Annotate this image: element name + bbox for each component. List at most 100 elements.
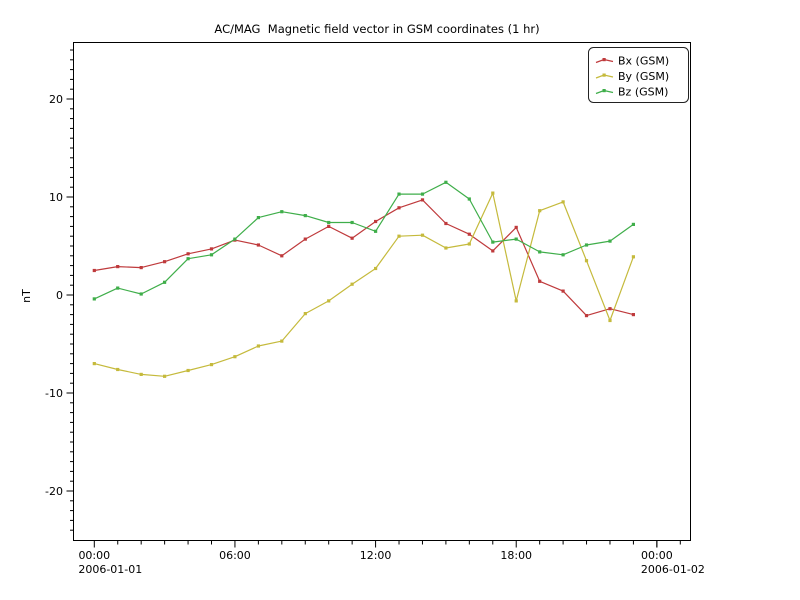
data-point-marker [116, 286, 120, 290]
legend-entry-bz: Bz (GSM) [595, 86, 668, 99]
series-line [94, 199, 634, 317]
data-point-marker [256, 216, 260, 220]
data-point-marker [420, 198, 425, 202]
data-point-marker [186, 368, 190, 373]
data-point-marker [186, 257, 190, 261]
data-point-marker [92, 362, 96, 366]
data-point-marker [116, 265, 120, 269]
data-point-marker [467, 242, 471, 246]
x-tick-label: 00:00 [641, 549, 673, 562]
data-point-marker [397, 234, 401, 238]
data-point-marker [631, 313, 635, 317]
y-tick-label: 20 [49, 93, 63, 106]
data-point-marker [303, 214, 307, 218]
data-point-marker [233, 355, 237, 359]
data-point-marker [514, 237, 518, 241]
legend-entry-by: By (GSM) [595, 70, 669, 83]
data-point-marker [584, 314, 589, 318]
data-point-marker [420, 192, 425, 196]
x-date-label: 2006-01-01 [78, 563, 142, 576]
data-point-marker [280, 339, 284, 343]
series-line [94, 192, 634, 377]
legend-label-bz: Bz (GSM) [618, 86, 668, 99]
data-point-marker [374, 266, 378, 271]
data-point-marker [350, 220, 354, 225]
data-point-marker [256, 344, 260, 348]
data-point-marker [233, 237, 237, 241]
data-point-marker [209, 247, 214, 251]
data-point-marker [584, 243, 589, 247]
legend-marker-bz-dot-icon [602, 89, 606, 93]
data-point-marker [209, 363, 214, 367]
data-point-marker [420, 233, 425, 237]
data-point-marker [139, 372, 143, 376]
data-point-marker [444, 221, 448, 226]
data-point-marker [139, 292, 143, 296]
legend: Bx (GSM) By (GSM) Bz (GSM) [588, 47, 689, 103]
y-tick-label: -20 [45, 485, 63, 498]
legend-label-bx: Bx (GSM) [618, 55, 669, 68]
legend-marker-bx-dot-icon [602, 58, 606, 62]
plot-border [73, 42, 691, 541]
data-point-marker [538, 250, 542, 254]
data-series [92, 180, 635, 378]
data-point-marker [163, 280, 167, 284]
data-point-marker [467, 232, 471, 236]
data-point-marker [327, 224, 331, 228]
chart-title: AC/MAG Magnetic field vector in GSM coor… [214, 22, 539, 36]
data-point-marker [92, 268, 96, 273]
data-point-marker [608, 307, 612, 311]
series-bz-gsm [92, 180, 635, 301]
y-axis-label: nT [20, 289, 33, 303]
y-tick-label: 10 [49, 191, 63, 204]
legend-label-by: By (GSM) [618, 70, 669, 83]
data-point-marker [444, 246, 448, 250]
data-point-marker [608, 239, 612, 243]
x-tick-label: 12:00 [360, 549, 392, 562]
data-point-marker [327, 299, 331, 303]
data-point-marker [514, 299, 518, 303]
series-line [94, 181, 634, 300]
data-point-marker [538, 209, 542, 213]
data-point-marker [139, 266, 143, 270]
data-point-marker [514, 225, 518, 229]
y-tick-label: 0 [56, 289, 63, 302]
data-point-marker [561, 200, 565, 204]
legend-marker-by-dot-icon [602, 73, 606, 77]
data-point-marker [163, 260, 167, 264]
data-point-marker [374, 229, 378, 233]
data-point-marker [163, 374, 167, 378]
data-point-marker [397, 192, 401, 196]
data-point-marker [631, 222, 635, 226]
data-point-marker [561, 253, 565, 257]
data-point-marker [444, 180, 448, 184]
data-point-marker [92, 297, 96, 301]
data-point-marker [631, 255, 635, 259]
data-point-marker [116, 367, 120, 372]
legend-box [588, 47, 689, 103]
series-bx-gsm [92, 198, 635, 318]
x-tick-label: 06:00 [219, 549, 251, 562]
data-point-marker [186, 252, 190, 256]
data-point-marker [256, 243, 260, 247]
data-point-marker [350, 282, 354, 286]
data-point-marker [350, 236, 354, 240]
data-point-marker [303, 312, 307, 316]
data-point-marker [397, 206, 401, 210]
data-point-marker [467, 197, 471, 201]
data-point-marker [561, 289, 565, 293]
data-point-marker [491, 191, 495, 195]
data-point-marker [584, 259, 589, 263]
x-date-label: 2006-01-02 [641, 563, 705, 576]
data-point-marker [538, 279, 542, 283]
data-point-marker [280, 254, 284, 258]
series-by-gsm [92, 191, 635, 378]
data-point-marker [374, 219, 378, 224]
y-tick-label: -10 [45, 387, 63, 400]
data-point-marker [608, 318, 612, 323]
x-tick-label: 00:00 [78, 549, 110, 562]
data-point-marker [280, 210, 284, 214]
data-point-marker [327, 220, 331, 225]
